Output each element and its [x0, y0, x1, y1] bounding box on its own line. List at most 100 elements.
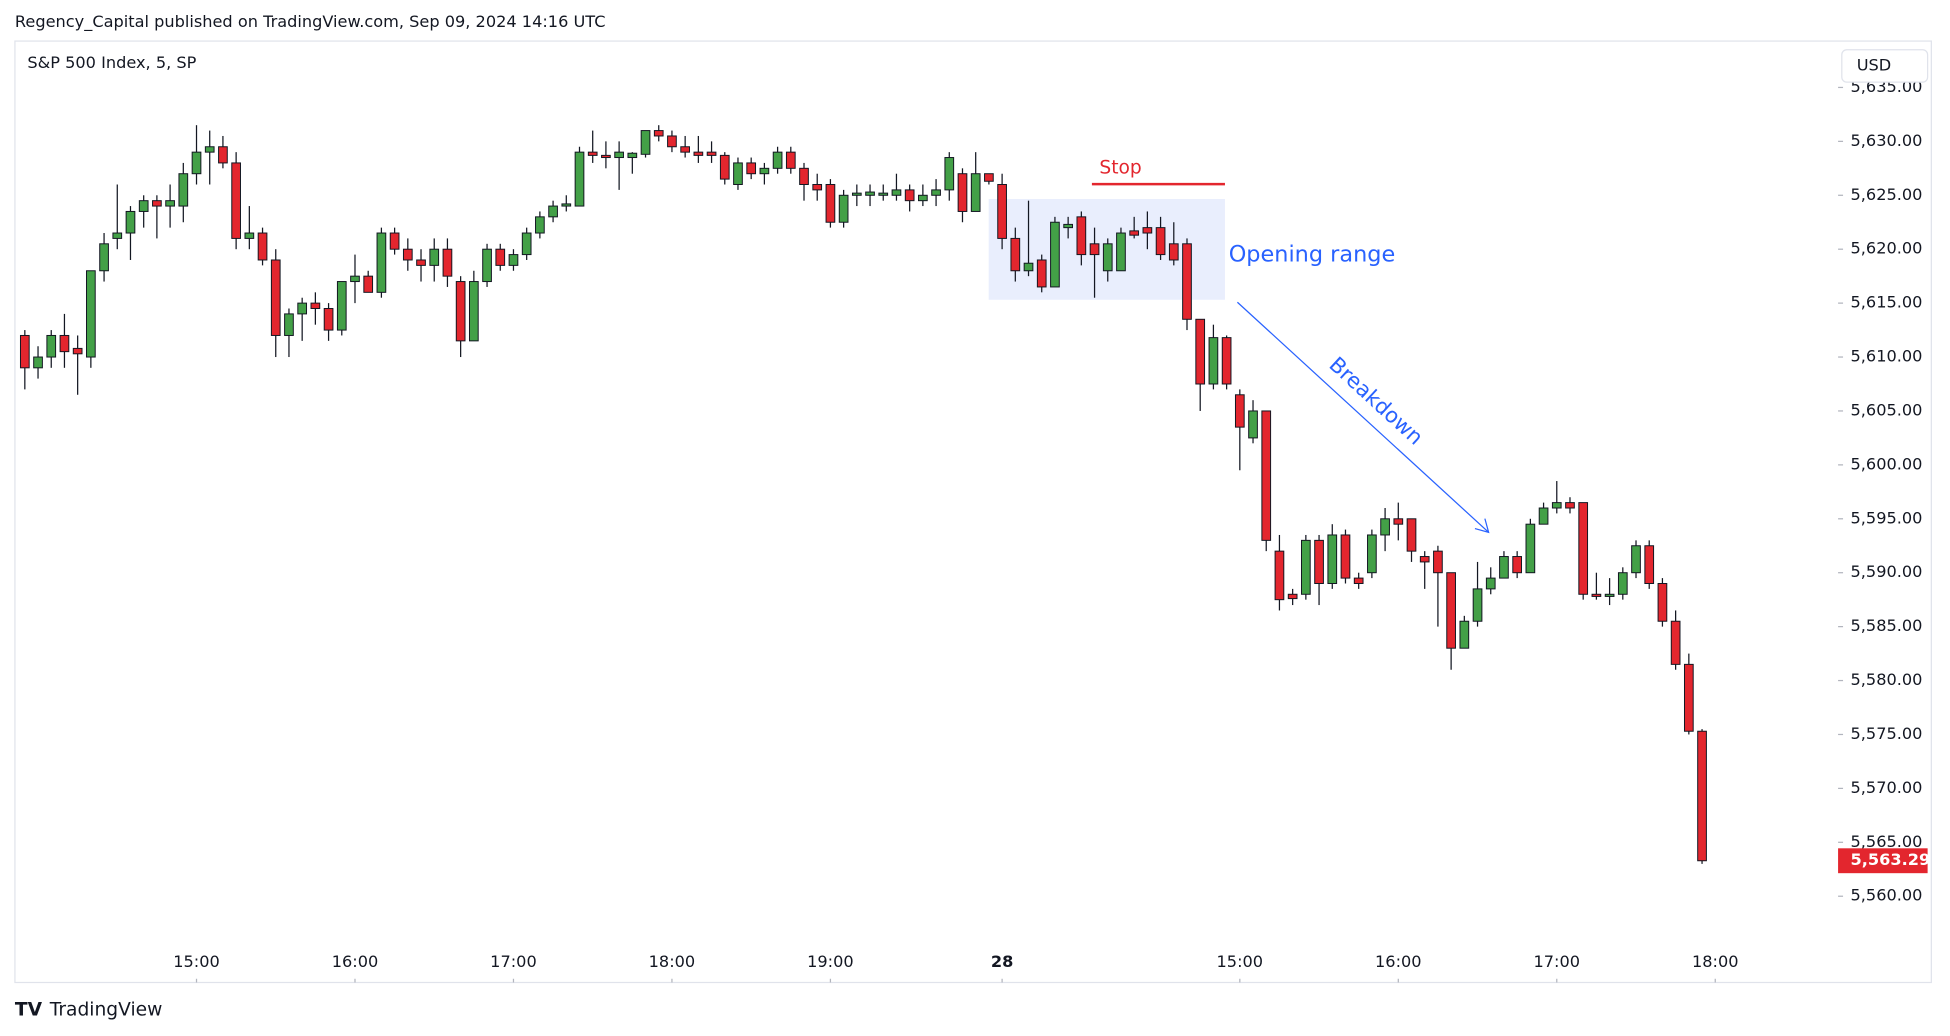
- y-tick-label: 5,560.00: [1851, 886, 1923, 905]
- candle-body: [667, 135, 677, 148]
- x-tick-label: 19:00: [807, 952, 854, 971]
- candle-body: [1499, 556, 1509, 579]
- candle-body: [1433, 550, 1443, 574]
- candle-body: [1406, 518, 1417, 552]
- candle-body: [1327, 534, 1338, 584]
- y-tick-label: 5,570.00: [1851, 778, 1923, 797]
- candle-body: [1472, 588, 1483, 622]
- candle-body: [865, 191, 875, 196]
- candle-body: [1591, 593, 1602, 597]
- candle-body: [1551, 502, 1562, 509]
- y-tick-label: 5,580.00: [1851, 670, 1923, 689]
- candle-body: [627, 152, 638, 159]
- candle-body: [984, 173, 994, 182]
- candle-body: [33, 356, 43, 369]
- candle-body: [1063, 223, 1073, 229]
- last-price-label: 5,563.29: [1851, 850, 1931, 869]
- y-tick-label: 5,620.00: [1851, 239, 1923, 258]
- chart-frame: [14, 40, 1932, 984]
- candle-body: [1578, 502, 1589, 595]
- x-tick-label: 17:00: [1533, 952, 1580, 971]
- currency: USD: [1857, 55, 1892, 74]
- candle-body: [772, 151, 783, 169]
- stop-label: Stop: [1099, 157, 1141, 178]
- candle-body: [1116, 232, 1126, 272]
- x-tick-label: 18:00: [1692, 952, 1739, 971]
- candle-body: [851, 192, 862, 196]
- candle-body: [1525, 523, 1536, 574]
- last-price-box: [1838, 848, 1928, 874]
- y-tick-label: 5,605.00: [1851, 400, 1923, 419]
- candle-body: [72, 347, 83, 355]
- candle-body: [1248, 410, 1258, 439]
- candle-body: [535, 216, 545, 234]
- candle-body: [1301, 539, 1311, 595]
- candle-body: [1076, 216, 1087, 256]
- candle-body: [1234, 394, 1245, 428]
- candle-body: [653, 130, 664, 137]
- candle-body: [957, 173, 968, 212]
- candle-body: [1419, 556, 1430, 563]
- y-tick-label: 5,585.00: [1851, 616, 1923, 635]
- candle-body: [86, 270, 96, 358]
- y-tick-label: 5,610.00: [1851, 347, 1923, 366]
- candle-body: [1129, 230, 1140, 236]
- candle-body: [218, 146, 228, 164]
- candle-body: [1182, 243, 1192, 320]
- candle-body: [1023, 262, 1034, 272]
- candle-body: [640, 130, 651, 155]
- candle-body: [336, 281, 347, 331]
- candle-body: [284, 313, 294, 336]
- candle-body: [601, 154, 611, 159]
- candle-body: [733, 162, 743, 185]
- candles: [19, 125, 1707, 864]
- candle-body: [812, 183, 823, 191]
- candle-body: [1631, 545, 1641, 574]
- candle-body: [429, 248, 440, 266]
- candle-body: [918, 194, 928, 202]
- candle-body: [614, 151, 624, 159]
- candle-body: [904, 189, 915, 202]
- candle-body: [1380, 518, 1390, 536]
- logo-text: TradingView: [49, 999, 163, 1020]
- x-tick-label: 16:00: [332, 952, 379, 971]
- arrow-head: [1474, 518, 1490, 534]
- candle-body: [1367, 534, 1377, 574]
- y-tick-label: 5,565.00: [1851, 832, 1923, 851]
- candle-body: [350, 275, 360, 283]
- y-tick-label: 5,615.00: [1851, 293, 1923, 312]
- candle-body: [1089, 243, 1100, 256]
- candle-body: [508, 254, 519, 266]
- axes: 5,560.00 5,565.00 5,570.00 5,575.00 5,580.00…: [173, 77, 1930, 983]
- candle-body: [574, 151, 585, 207]
- candle-body: [244, 232, 255, 239]
- candle-body: [1010, 237, 1021, 272]
- candle-body: [1353, 577, 1364, 584]
- candle-body: [878, 192, 889, 196]
- symbol-title: S&P 500 Index, 5, SP: [27, 53, 196, 72]
- candle-body: [204, 146, 215, 153]
- candle-body: [1657, 582, 1668, 622]
- candle-body: [482, 248, 492, 283]
- candle-body: [997, 183, 1007, 239]
- candle-body: [1287, 593, 1298, 600]
- candle-body: [825, 183, 836, 223]
- opening-range-label: Opening range: [1229, 241, 1396, 267]
- candle-body: [1208, 337, 1219, 385]
- candle-body: [1697, 730, 1707, 862]
- candle-body: [376, 232, 387, 293]
- candle-body: [944, 157, 955, 191]
- candle-body: [521, 232, 532, 256]
- y-tick-label: 5,630.00: [1851, 131, 1923, 150]
- candle-body: [455, 281, 466, 342]
- candle-body: [838, 194, 849, 223]
- candle-body: [402, 248, 413, 261]
- currency-box: [1841, 49, 1929, 83]
- candle-body: [706, 151, 717, 156]
- candle-body: [1565, 502, 1575, 509]
- candle-body: [1459, 620, 1470, 649]
- candle-body: [1670, 620, 1681, 665]
- published-line: Regency_Capital published on TradingView…: [15, 12, 606, 32]
